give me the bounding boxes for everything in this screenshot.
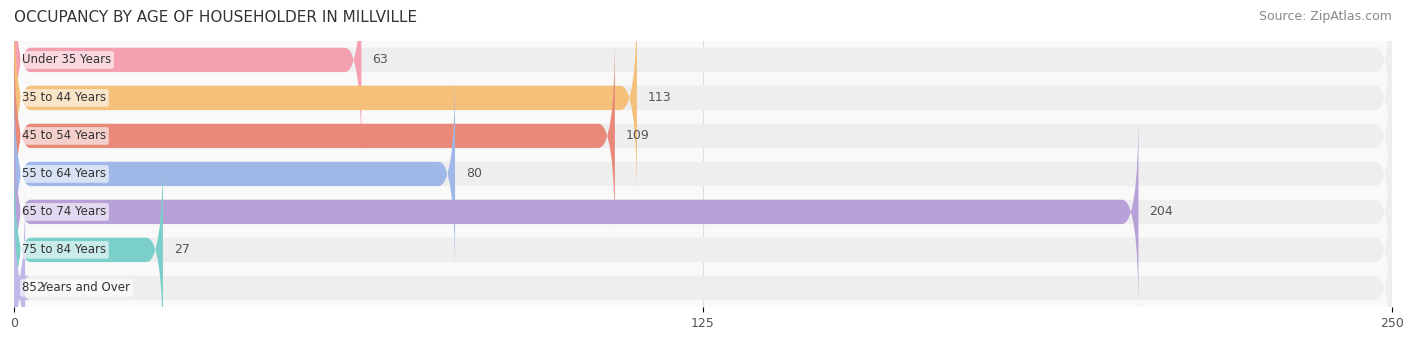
Text: 204: 204 [1150,205,1173,218]
FancyBboxPatch shape [14,72,456,276]
FancyBboxPatch shape [14,0,1392,200]
Text: 75 to 84 Years: 75 to 84 Years [22,243,107,256]
FancyBboxPatch shape [14,72,1392,276]
FancyBboxPatch shape [14,110,1392,314]
FancyBboxPatch shape [14,0,637,200]
Text: 113: 113 [648,91,672,104]
FancyBboxPatch shape [14,186,1392,341]
FancyBboxPatch shape [14,148,163,341]
Text: 2: 2 [37,281,44,294]
Text: 45 to 54 Years: 45 to 54 Years [22,130,107,143]
FancyBboxPatch shape [14,148,1392,341]
FancyBboxPatch shape [14,34,1392,238]
Text: OCCUPANCY BY AGE OF HOUSEHOLDER IN MILLVILLE: OCCUPANCY BY AGE OF HOUSEHOLDER IN MILLV… [14,10,418,25]
Text: Source: ZipAtlas.com: Source: ZipAtlas.com [1258,10,1392,23]
Text: 63: 63 [373,54,388,66]
Text: 55 to 64 Years: 55 to 64 Years [22,167,107,180]
FancyBboxPatch shape [8,186,31,341]
Text: Under 35 Years: Under 35 Years [22,54,111,66]
Text: 80: 80 [465,167,482,180]
FancyBboxPatch shape [14,0,1392,162]
FancyBboxPatch shape [14,34,614,238]
Text: 85 Years and Over: 85 Years and Over [22,281,131,294]
Text: 109: 109 [626,130,650,143]
Text: 35 to 44 Years: 35 to 44 Years [22,91,107,104]
Text: 65 to 74 Years: 65 to 74 Years [22,205,107,218]
FancyBboxPatch shape [14,110,1139,314]
Text: 27: 27 [174,243,190,256]
FancyBboxPatch shape [14,0,361,162]
